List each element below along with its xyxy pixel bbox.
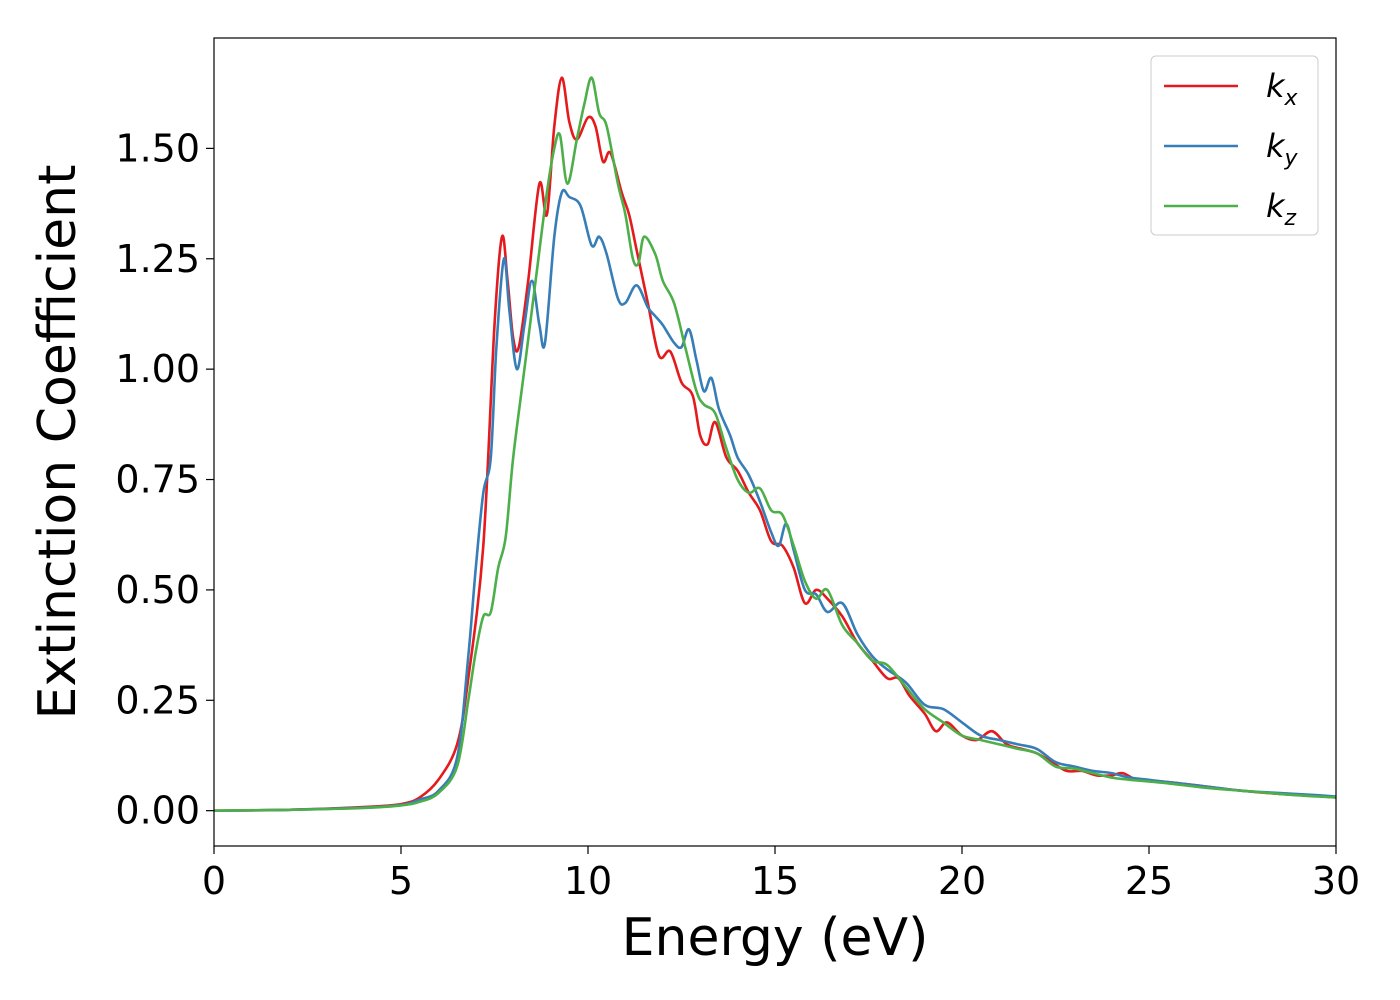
x-tick-label: 0 [202, 859, 226, 903]
x-tick-label: 10 [564, 859, 612, 903]
x-tick-label: 15 [751, 859, 799, 903]
legend-label-base: k [1266, 67, 1286, 105]
y-axis-title: Extinction Coefficient [28, 165, 88, 720]
series-layer [214, 76, 1336, 812]
x-tick-label: 25 [1125, 859, 1173, 903]
legend-label-base: k [1266, 127, 1286, 165]
legend-label-subscript: z [1284, 206, 1297, 231]
y-tick-label: 1.25 [115, 237, 200, 281]
y-axis: 0.00 0.25 0.50 0.75 1.00 1.25 1.50 [115, 126, 214, 833]
series-line-ky [214, 188, 1336, 812]
x-axis: 0 5 10 15 20 25 30 [202, 846, 1360, 903]
x-tick-label: 5 [389, 859, 413, 903]
y-tick-label: 0.50 [115, 568, 200, 612]
y-tick-label: 1.50 [115, 126, 200, 170]
legend-label-kx: kx [1266, 67, 1299, 111]
legend-label-subscript: y [1284, 146, 1299, 171]
x-tick-label: 30 [1312, 859, 1360, 903]
y-tick-label: 1.00 [115, 347, 200, 391]
plot-area [214, 38, 1336, 846]
legend-label-base: k [1266, 187, 1286, 225]
x-axis-title: Energy (eV) [622, 908, 929, 968]
y-tick-label: 0.25 [115, 678, 200, 722]
legend-label-kz: kz [1266, 187, 1297, 231]
series-line-kz [214, 76, 1336, 812]
x-tick-label: 20 [938, 859, 986, 903]
legend-label-subscript: x [1284, 86, 1299, 111]
y-tick-label: 0.75 [115, 458, 200, 502]
legend-label-ky: ky [1266, 127, 1299, 171]
y-tick-label: 0.00 [115, 789, 200, 833]
